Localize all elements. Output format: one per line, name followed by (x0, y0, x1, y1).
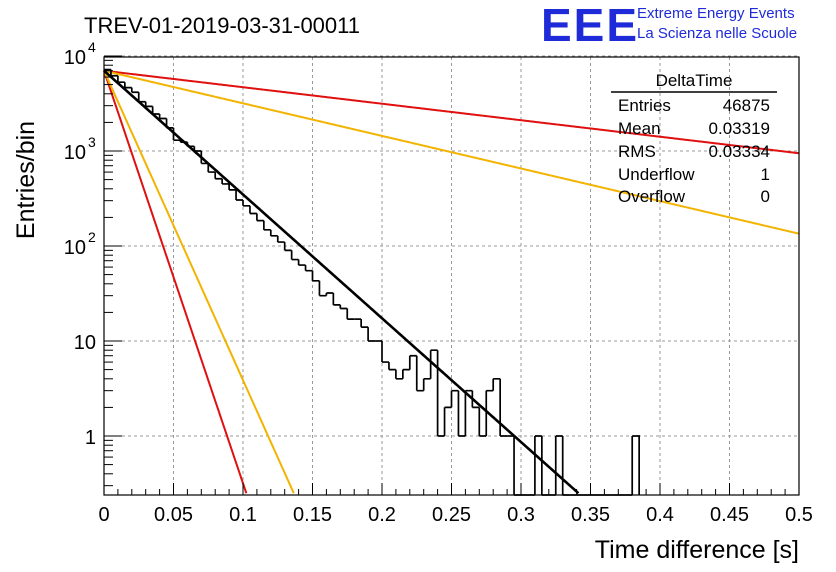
x-tick-label: 0.3 (507, 504, 535, 526)
y-tick-exponent: 3 (88, 134, 96, 150)
red-steep-curve (103, 70, 248, 494)
histogram-bin (332, 293, 341, 306)
reference-curves (103, 69, 800, 494)
histogram-bin (554, 435, 563, 495)
histogram-bin (339, 304, 348, 310)
stats-label-underflow: Underflow (618, 165, 695, 184)
histogram-bin (269, 229, 278, 237)
histogram-bin (228, 183, 237, 191)
histogram-bin (436, 350, 445, 437)
stats-label-rms: RMS (618, 142, 656, 161)
histogram-bin (283, 242, 292, 252)
histogram-bin (388, 362, 396, 371)
eee-logo-letters: EEE (541, 0, 639, 51)
eee-logo-line1: Extreme Energy Events (637, 5, 795, 22)
histogram-bin (408, 354, 417, 370)
eee-logo: EEE Extreme Energy Events La Scienza nel… (541, 0, 797, 51)
x-tick-label: 0.45 (710, 504, 749, 526)
histogram-bin (256, 213, 264, 222)
x-tick-label: 0.4 (646, 504, 674, 526)
histogram-bin (422, 377, 431, 391)
histogram-bin (402, 368, 410, 379)
y-tick-label: 10 (64, 47, 86, 69)
y-tick-label: 10 (74, 332, 96, 354)
x-tick-label: 0.25 (432, 504, 471, 526)
histogram-bin (249, 205, 257, 215)
stats-value-mean: 0.03319 (709, 119, 770, 138)
stats-value-overflow: 0 (761, 187, 770, 206)
histogram-bin (346, 308, 355, 320)
x-tick-label: 0 (98, 504, 109, 526)
y-tick-label: 10 (64, 237, 86, 259)
histogram-bin (325, 292, 334, 296)
x-tick-label: 0.2 (368, 504, 396, 526)
histogram-bin (395, 369, 403, 380)
histogram-bin (297, 259, 306, 266)
histogram-bin (158, 114, 167, 120)
histogram-bin (450, 389, 459, 408)
y-tick-label: 1 (85, 427, 96, 449)
x-tick-label: 0.35 (571, 504, 610, 526)
x-axis: 0 0.05 0.1 0.15 0.2 0.25 0.3 0.35 0.4 0.45 0.5 (98, 483, 813, 526)
stats-label-overflow: Overflow (618, 187, 686, 206)
x-tick-label: 0.15 (293, 504, 332, 526)
chart-title: TREV-01-2019-03-31-00011 (84, 13, 360, 38)
histogram-bin (631, 435, 640, 495)
histogram-bin (214, 172, 223, 180)
y-axis-label: Entries/bin (12, 121, 40, 239)
yellow-flat-curve (103, 69, 800, 235)
histogram-bin (263, 220, 271, 231)
histogram-bin (221, 178, 230, 185)
histogram-bin (534, 435, 542, 495)
stats-box-title: DeltaTime (656, 71, 733, 90)
histogram-bin (499, 378, 508, 437)
histogram-bin (485, 389, 494, 436)
histogram-bin (130, 87, 139, 94)
red-flat-curve (103, 69, 800, 155)
histogram-bin (457, 390, 466, 437)
histogram-bin (464, 389, 473, 436)
x-tick-label: 0.1 (229, 504, 257, 526)
histogram-bin (478, 407, 487, 437)
histogram-bin (304, 265, 313, 272)
histogram-bin (290, 250, 299, 261)
stats-label-entries: Entries (618, 96, 671, 115)
stats-value-underflow: 1 (761, 165, 770, 184)
histogram-bin (117, 75, 125, 84)
y-tick-exponent: 4 (88, 39, 96, 55)
x-tick-label: 0.05 (154, 504, 193, 526)
histogram-bin (235, 189, 243, 201)
x-axis-label: Time difference [s] (595, 536, 799, 564)
eee-logo-line2: La Scienza nelle Scuole (637, 25, 797, 42)
histogram-bin (443, 406, 452, 436)
yellow-steep-curve (103, 70, 295, 494)
stats-value-rms: 0.03334 (709, 142, 770, 161)
y-tick-label: 10 (64, 142, 86, 164)
histogram-bin (124, 82, 132, 89)
fit-curve-layer (103, 69, 580, 495)
stats-value-entries: 46875 (723, 96, 770, 115)
histogram-bin (367, 327, 376, 342)
x-tick-label: 0.5 (785, 504, 813, 526)
histogram-bin (360, 319, 369, 328)
stats-label-mean: Mean (618, 119, 661, 138)
stats-box: DeltaTime Entries 46875 Mean 0.03319 RMS… (611, 71, 777, 206)
histogram-bin (311, 270, 320, 282)
y-tick-exponent: 2 (88, 229, 96, 245)
histogram-bin (429, 349, 438, 379)
histogram-bin (318, 280, 327, 297)
histogram-bin (242, 199, 250, 207)
histogram-bin (276, 235, 285, 243)
histogram-bin (381, 341, 389, 363)
histogram-bin (144, 101, 153, 108)
histogram-bin (492, 377, 501, 391)
histogram-bin (415, 355, 424, 392)
fit-curve (103, 69, 580, 495)
